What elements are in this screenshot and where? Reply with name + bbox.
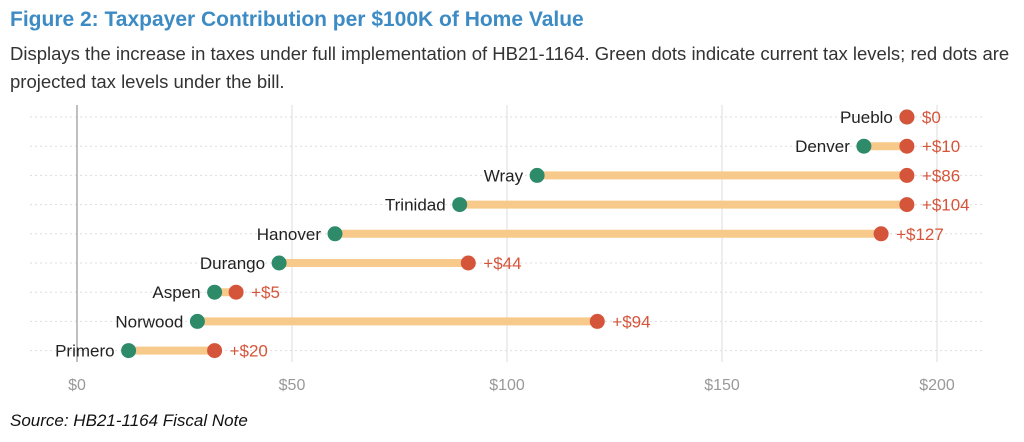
chart-subtitle: Displays the increase in taxes under ful… bbox=[10, 43, 1010, 92]
increase-label: +$5 bbox=[251, 283, 280, 302]
increase-label: +$94 bbox=[612, 312, 650, 331]
x-tick-label: $50 bbox=[279, 377, 306, 394]
category-label: Aspen bbox=[152, 283, 200, 302]
x-tick-label: $150 bbox=[704, 377, 740, 394]
chart-source: Source: HB21-1164 Fiscal Note bbox=[10, 411, 248, 430]
projected-dot bbox=[873, 226, 889, 242]
category-label: Hanover bbox=[257, 225, 322, 244]
x-axis-ticks: $0 $50 $100 $150 $200 bbox=[68, 377, 955, 394]
increase-label: +$44 bbox=[483, 254, 521, 273]
category-label: Norwood bbox=[115, 312, 183, 331]
increase-label: +$10 bbox=[922, 137, 960, 156]
increase-label: +$104 bbox=[922, 196, 970, 215]
category-label: Pueblo bbox=[840, 108, 893, 127]
current-dot bbox=[271, 255, 287, 271]
projected-dot bbox=[589, 313, 605, 329]
x-tick-label: $100 bbox=[489, 377, 525, 394]
current-dot bbox=[452, 197, 468, 213]
category-label: Trinidad bbox=[385, 196, 446, 215]
category-label: Denver bbox=[795, 137, 850, 156]
current-dot bbox=[529, 167, 545, 183]
increase-label: +$86 bbox=[922, 166, 960, 185]
category-label: Durango bbox=[200, 254, 265, 273]
current-dot bbox=[121, 343, 137, 359]
current-dot bbox=[207, 284, 223, 300]
dots bbox=[121, 109, 915, 359]
projected-dot bbox=[899, 138, 915, 154]
labels: Pueblo $0 Denver +$10 Wray +$86 Trinidad +$104 H… bbox=[55, 108, 970, 361]
current-dot bbox=[327, 226, 343, 242]
projected-dot bbox=[899, 109, 915, 125]
chart-title: Figure 2: Taxpayer Contribution per $100… bbox=[10, 8, 584, 31]
projected-dot bbox=[460, 255, 476, 271]
current-dot bbox=[856, 138, 872, 154]
increase-label: +$127 bbox=[896, 225, 944, 244]
category-label: Wray bbox=[484, 166, 524, 185]
increase-label: +$20 bbox=[230, 342, 268, 361]
current-dot bbox=[189, 313, 205, 329]
x-tick-label: $0 bbox=[68, 377, 86, 394]
projected-dot bbox=[899, 167, 915, 183]
increase-label: $0 bbox=[922, 108, 941, 127]
x-tick-label: $200 bbox=[919, 377, 955, 394]
projected-dot bbox=[899, 197, 915, 213]
projected-dot bbox=[207, 343, 223, 359]
category-label: Primero bbox=[55, 342, 115, 361]
projected-dot bbox=[228, 284, 244, 300]
